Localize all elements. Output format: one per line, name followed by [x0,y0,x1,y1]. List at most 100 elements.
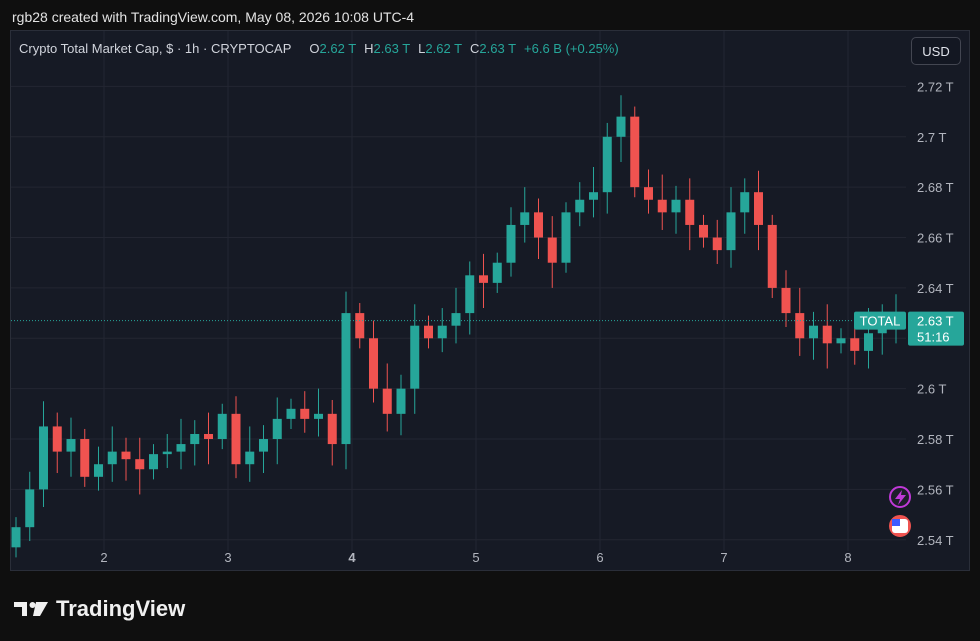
candle[interactable] [712,237,722,251]
candle[interactable] [644,187,653,200]
candle[interactable] [341,313,351,445]
price-tag [908,311,964,346]
candle[interactable] [39,426,48,490]
candle[interactable] [121,451,131,460]
candle[interactable] [685,199,695,225]
candle[interactable] [231,413,241,465]
candle[interactable] [80,439,90,477]
candle[interactable] [864,333,873,351]
series-label-tag [854,311,906,330]
candle[interactable] [671,199,681,213]
candle[interactable] [66,439,76,452]
close-label: C [470,41,480,56]
candle[interactable] [286,408,296,419]
candle[interactable] [699,224,708,238]
candle[interactable] [602,136,612,193]
candle[interactable] [575,199,585,213]
y-tick-label: 2.7 T [917,130,946,145]
candle[interactable] [850,338,860,351]
brand-name: TradingView [56,596,186,621]
x-tick-label: 4 [348,550,356,565]
y-tick-label: 2.54 T [917,533,954,548]
candle[interactable] [781,287,791,314]
y-tick-label: 2.6 T [917,382,946,397]
y-tick-label: 2.64 T [917,281,954,296]
candle[interactable] [162,451,172,455]
candle[interactable] [245,451,255,465]
x-tick-label: 6 [596,550,603,565]
candle[interactable] [534,212,543,238]
candle[interactable] [204,433,213,440]
candle[interactable] [396,388,406,414]
candle[interactable] [726,212,736,251]
candle[interactable] [176,444,186,452]
candle[interactable] [327,413,337,445]
lightning-glyph-icon [895,490,906,505]
candle[interactable] [506,224,516,263]
open-label: O [309,41,320,56]
candle[interactable] [740,192,750,213]
candle[interactable] [369,338,378,389]
chart-panel[interactable]: 2 3 4 5 6 7 8 2.54 T 2.56 T 2.58 T 2.6 T 2.62 T 2.64… [10,30,970,571]
price-tag-countdown: 51:16 [917,330,950,345]
y-tick-label: 2.58 T [917,432,954,447]
y-tick-label: 2.68 T [917,180,954,195]
high-label: H [364,41,374,56]
candle[interactable] [520,212,530,225]
candle[interactable] [94,464,103,477]
candle[interactable] [217,413,227,440]
candle[interactable] [259,439,268,452]
candle[interactable] [300,408,310,419]
candle[interactable] [190,433,200,445]
candle[interactable] [11,527,21,548]
high-value: 2.63 T [373,41,411,56]
y-tick-label: 2.56 T [917,482,954,497]
candle[interactable] [465,275,475,314]
series-label-text: TOTAL [860,314,901,329]
candle[interactable] [547,237,557,263]
low-value: 2.62 T [425,41,463,56]
candle[interactable] [107,451,117,465]
x-tick-label: 2 [100,550,107,565]
price-tag-value: 2.63 T [917,314,954,329]
y-tick-label: 2.72 T [917,79,954,94]
candle[interactable] [437,325,447,339]
candle[interactable] [479,275,488,283]
candle[interactable] [767,224,777,288]
candle[interactable] [616,116,626,137]
candle[interactable] [754,192,763,225]
x-tick-label: 3 [224,550,231,565]
low-label: L [418,41,426,56]
symbol-title[interactable]: Crypto Total Market Cap, $ · 1h · CRYPTO… [19,41,292,56]
candlestick-chart[interactable]: 2 3 4 5 6 7 8 2.54 T 2.56 T 2.58 T 2.6 T 2.62 T 2.64… [11,31,969,570]
candle[interactable] [630,116,640,188]
candle[interactable] [561,212,571,263]
candle[interactable] [25,489,35,528]
candle[interactable] [410,325,420,389]
candle[interactable] [589,192,598,200]
candle[interactable] [822,325,832,344]
symbol-legend: Crypto Total Market Cap, $ · 1h · CRYPTO… [19,41,619,56]
candle[interactable] [451,313,461,326]
candle[interactable] [809,325,818,339]
open-value: 2.62 T [319,41,357,56]
candle[interactable] [382,388,392,414]
candle[interactable] [272,418,282,440]
candle[interactable] [492,262,502,283]
candle[interactable] [149,454,158,470]
candle[interactable] [424,325,433,339]
tradingview-footer: TradingView [14,596,185,622]
candle[interactable] [314,413,323,419]
x-tick-label: 8 [844,550,851,565]
candle[interactable] [355,313,365,339]
close-value: 2.63 T [479,41,517,56]
candle[interactable] [795,313,805,339]
change-value: +6.6 B (+0.25%) [524,41,619,56]
candle[interactable] [135,459,145,470]
candle[interactable] [52,426,62,452]
us-flag-canton-icon [892,519,900,526]
candle[interactable] [836,338,846,344]
currency-button[interactable]: USD [911,37,961,65]
y-tick-label: 2.66 T [917,231,954,246]
candle[interactable] [657,199,667,213]
